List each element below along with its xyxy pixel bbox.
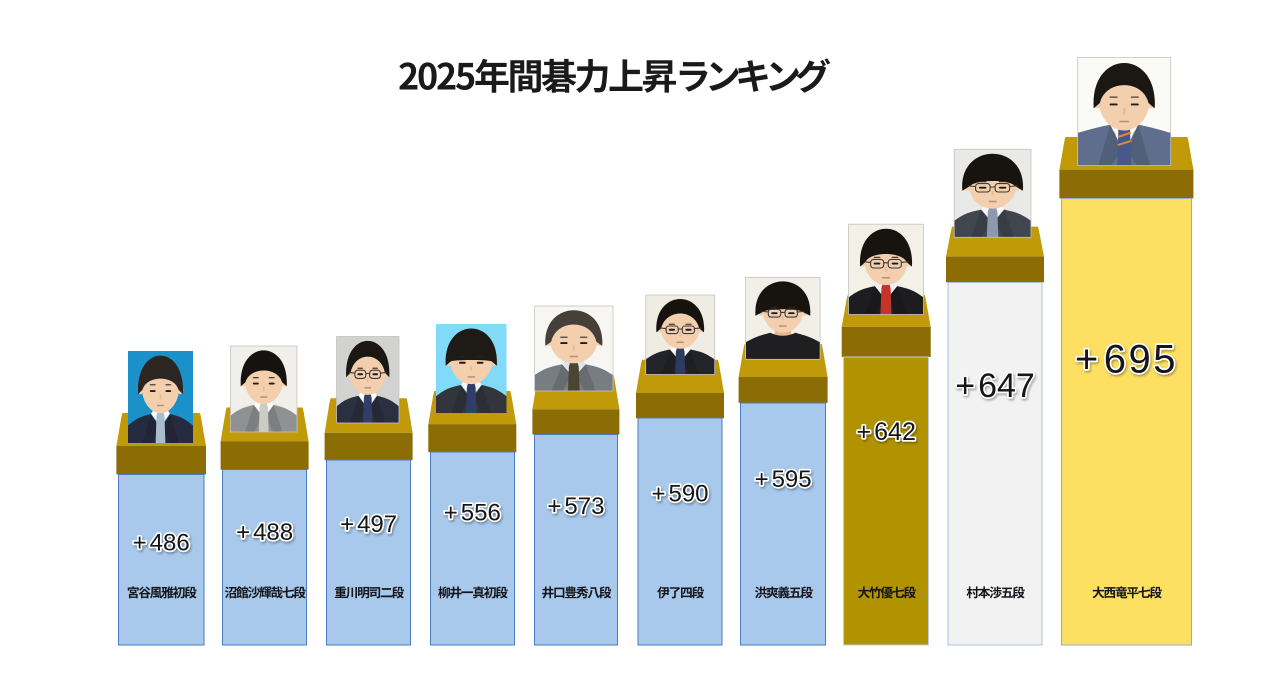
svg-text:+642: +642 — [857, 418, 916, 446]
svg-text:+647: +647 — [955, 367, 1035, 405]
svg-text:+595: +595 — [755, 466, 812, 493]
svg-text:+486: +486 — [133, 529, 190, 556]
svg-text:+497: +497 — [340, 511, 397, 538]
svg-text:+590: +590 — [651, 480, 708, 507]
svg-text:+573: +573 — [547, 493, 604, 520]
svg-text:+488: +488 — [236, 519, 293, 546]
svg-text:+556: +556 — [444, 500, 501, 527]
svg-text:+695: +695 — [1075, 337, 1178, 381]
